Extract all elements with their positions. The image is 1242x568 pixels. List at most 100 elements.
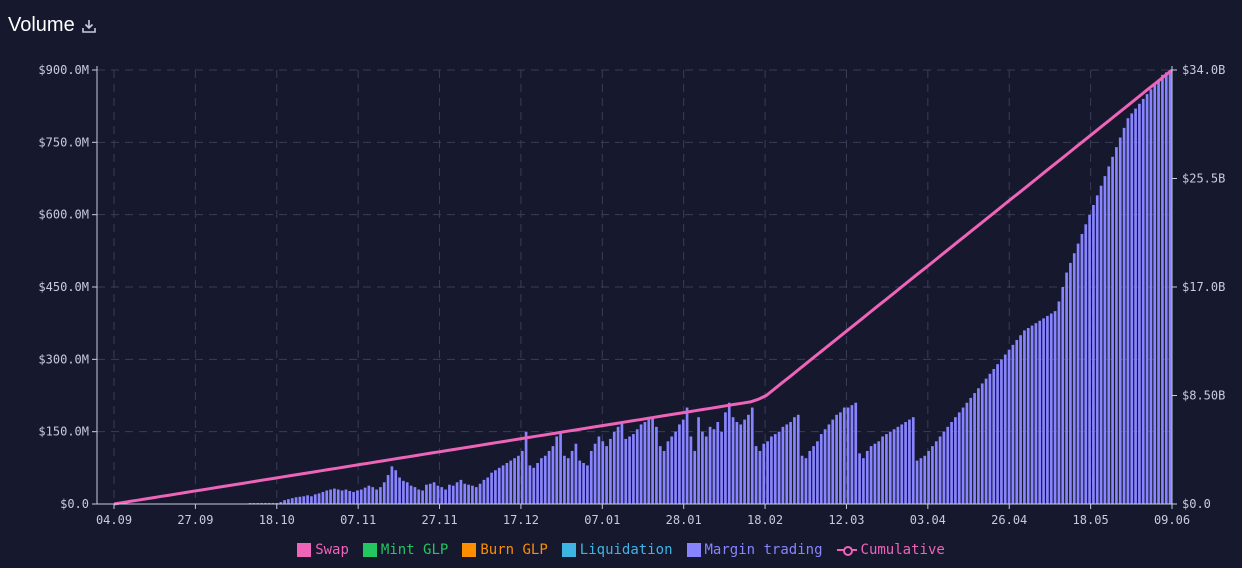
volume-chart: $0.0 $150.0M $300.0M $450.0M $600.0M $750.0M $… — [38, 63, 1225, 527]
margin-trading-bar — [474, 487, 478, 504]
x-tick-label: 17.12 — [503, 513, 539, 527]
chart-bars — [114, 70, 1172, 505]
margin-trading-bar — [1011, 344, 1015, 504]
margin-trading-bar — [724, 412, 727, 504]
margin-trading-bar — [551, 446, 555, 504]
legend-swatch — [462, 543, 477, 557]
margin-trading-bar — [858, 453, 861, 504]
legend-line-swatch — [836, 543, 857, 557]
margin-trading-bar — [283, 500, 286, 504]
margin-trading-bar — [1168, 70, 1172, 504]
cumulative-line — [113, 68, 1173, 506]
y-left-tick-label: $150.0M — [38, 425, 89, 439]
margin-trading-bar — [934, 441, 938, 504]
margin-trading-bar — [980, 383, 984, 504]
margin-trading-bar — [674, 431, 677, 504]
margin-trading-bar — [582, 463, 585, 504]
margin-trading-bar — [1023, 330, 1026, 504]
margin-trading-bar — [463, 483, 467, 504]
x-tick-label: 26.04 — [991, 513, 1027, 527]
margin-trading-bar — [881, 436, 884, 504]
legend-label: Liquidation — [579, 542, 673, 558]
margin-trading-bar — [919, 458, 923, 504]
legend-item[interactable]: Cumulative — [836, 542, 945, 558]
margin-trading-bar — [490, 472, 493, 504]
x-tick-label: 03.04 — [910, 513, 946, 527]
margin-trading-bar — [505, 463, 509, 504]
margin-trading-bar — [915, 460, 919, 504]
legend-item[interactable]: Swap — [297, 542, 349, 558]
margin-trading-bar — [647, 419, 651, 504]
margin-trading-bar — [735, 422, 739, 504]
legend-item[interactable]: Margin trading — [686, 542, 823, 558]
legend-item[interactable]: Burn GLP — [462, 542, 548, 558]
margin-trading-bar — [294, 497, 298, 504]
margin-trading-bar — [1095, 195, 1099, 504]
margin-trading-bar — [482, 479, 486, 504]
margin-trading-bar — [436, 485, 440, 504]
margin-trading-bar — [1103, 176, 1107, 505]
margin-trading-bar — [520, 450, 524, 504]
margin-trading-bar — [670, 436, 674, 504]
margin-trading-bar — [509, 460, 513, 504]
margin-trading-bar — [325, 490, 329, 504]
margin-trading-bar — [678, 424, 681, 504]
margin-trading-bar — [589, 450, 593, 504]
margin-trading-bar — [950, 422, 953, 504]
margin-trading-bar — [931, 446, 934, 504]
margin-trading-bar — [896, 426, 900, 504]
margin-trading-bar — [938, 436, 942, 504]
margin-trading-bar — [1118, 137, 1122, 504]
download-icon[interactable] — [81, 18, 97, 34]
legend-item[interactable]: Liquidation — [561, 542, 673, 558]
margin-trading-bar — [563, 455, 566, 504]
margin-trading-bar — [812, 446, 815, 504]
margin-trading-bar — [1065, 272, 1068, 504]
margin-trading-bar — [497, 467, 501, 504]
margin-trading-bar — [777, 431, 781, 504]
legend-item[interactable]: Mint GLP — [362, 542, 448, 558]
margin-trading-bar — [781, 426, 785, 504]
margin-trading-bar — [1007, 349, 1011, 504]
y-left-tick-label: $450.0M — [38, 280, 89, 294]
margin-trading-bar — [992, 368, 996, 504]
margin-trading-bar — [1019, 335, 1022, 504]
margin-trading-bar — [789, 422, 792, 504]
chart-grid — [97, 69, 1173, 504]
margin-trading-bar — [754, 446, 758, 504]
margin-trading-bar — [969, 397, 973, 504]
x-tick-label: 07.11 — [340, 513, 376, 527]
margin-trading-bar — [927, 450, 930, 504]
margin-trading-bar — [1061, 287, 1065, 504]
margin-trading-bar — [1153, 84, 1157, 504]
margin-trading-bar — [1149, 89, 1153, 505]
margin-trading-bar — [566, 458, 570, 504]
y-right-tick-label: $0.0 — [1182, 497, 1211, 511]
margin-trading-bar — [681, 419, 685, 504]
margin-trading-bar — [839, 412, 842, 504]
margin-trading-bar — [494, 470, 497, 504]
margin-trading-bar — [850, 405, 854, 504]
margin-trading-bar — [1034, 323, 1038, 504]
margin-trading-bar — [662, 450, 666, 504]
y-left-tick-label: $600.0M — [38, 208, 89, 222]
margin-trading-bar — [620, 422, 624, 504]
margin-trading-bar — [624, 438, 628, 504]
chart-title: Volume — [8, 14, 75, 36]
margin-trading-bar — [486, 477, 490, 504]
margin-trading-bar — [885, 434, 888, 504]
margin-trading-bar — [279, 502, 283, 504]
margin-trading-bar — [854, 402, 858, 504]
margin-trading-bar — [513, 458, 516, 504]
margin-trading-bar — [873, 443, 877, 504]
margin-trading-bar — [846, 407, 850, 504]
x-tick-label: 27.11 — [421, 513, 457, 527]
margin-trading-bar — [543, 455, 547, 504]
margin-trading-bar — [394, 470, 398, 504]
margin-trading-bar — [643, 422, 647, 504]
margin-trading-bar — [597, 436, 601, 504]
margin-trading-bar — [1099, 185, 1103, 504]
margin-trading-bar — [904, 422, 907, 504]
margin-trading-bar — [1111, 156, 1114, 505]
margin-trading-bar — [1141, 98, 1145, 504]
